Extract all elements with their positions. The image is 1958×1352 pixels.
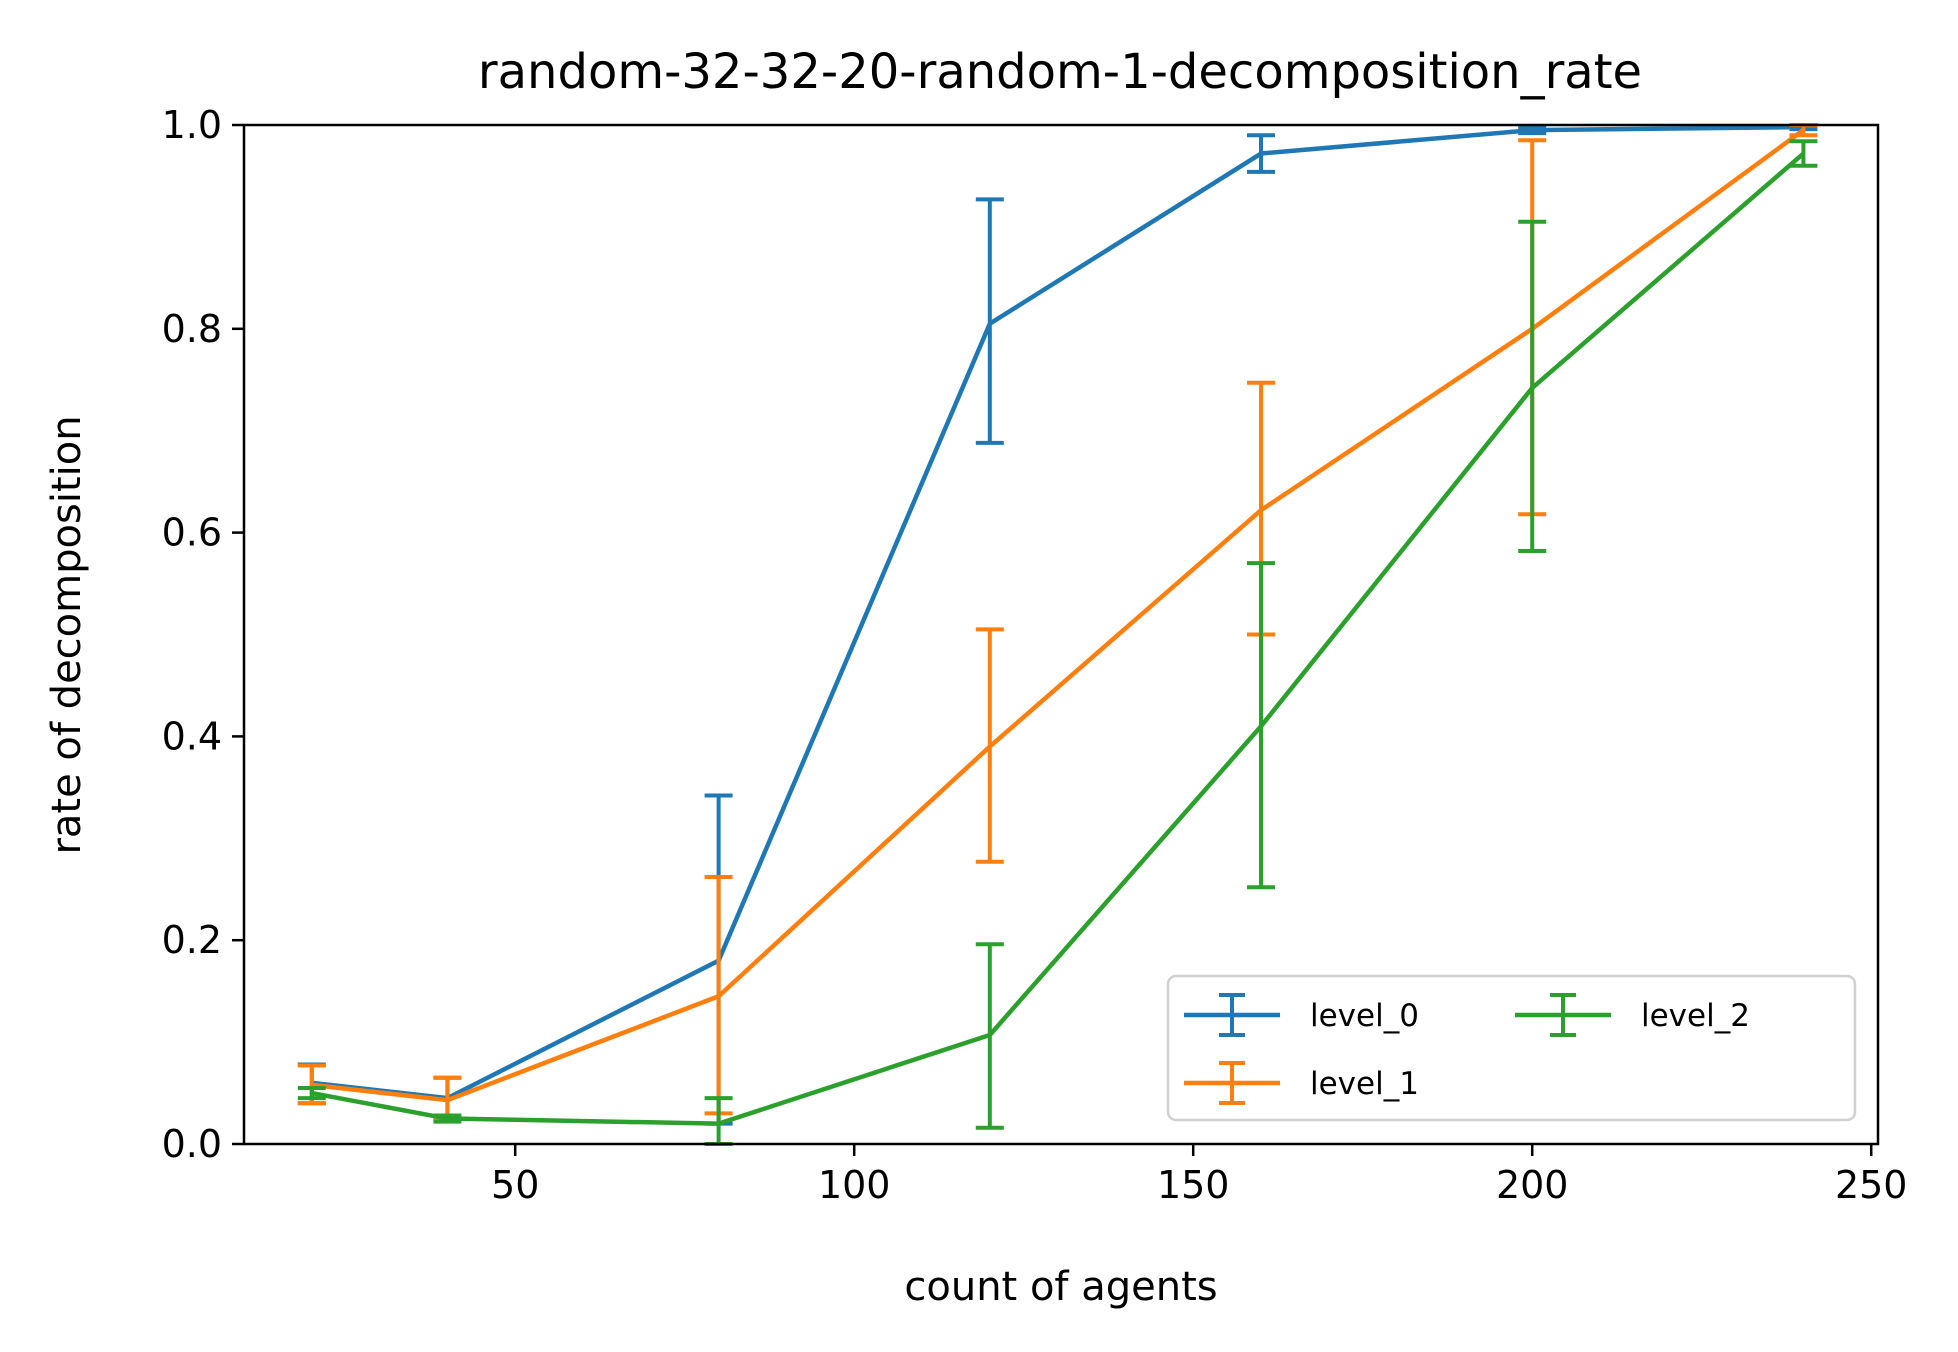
series-level_2 <box>297 139 1818 1146</box>
legend-frame <box>1166 974 1857 1122</box>
y-tick-label: 0.6 <box>162 511 222 555</box>
legend-label: level_0 <box>1310 998 1419 1034</box>
legend-item-level_1: level_1 <box>1184 1061 1419 1105</box>
plot-background <box>244 125 1878 1144</box>
series-line-level_2 <box>311 151 1805 1126</box>
legend-label: level_2 <box>1641 998 1750 1034</box>
plot-frame <box>242 123 1880 1146</box>
y-tick-label: 0.8 <box>162 307 222 351</box>
chart-title: random-32-32-20-random-1-decomposition_r… <box>478 44 1642 100</box>
y-axis-label: rate of decomposition <box>44 415 90 854</box>
legend-items: level_0 level_1 level_2 <box>1184 993 1750 1105</box>
y-tick-label: 0.2 <box>162 918 222 962</box>
x-tick-label: 150 <box>1157 1163 1230 1207</box>
legend: level_0 level_1 level_2 <box>1166 974 1857 1122</box>
x-tick-label: 100 <box>818 1163 891 1207</box>
legend-label: level_1 <box>1310 1066 1419 1102</box>
legend-item-level_2: level_2 <box>1515 993 1750 1037</box>
x-tick-label: 250 <box>1835 1163 1908 1207</box>
plot-area <box>242 123 1880 1146</box>
x-axis: 50 100 150 200 250 <box>491 1144 1907 1207</box>
y-tick-label: 0.0 <box>162 1122 222 1166</box>
legend-item-level_0: level_0 <box>1184 993 1419 1037</box>
x-tick-label: 50 <box>491 1163 539 1207</box>
x-axis-label: count of agents <box>904 1264 1217 1310</box>
y-axis: 0.0 0.2 0.4 0.6 0.8 1.0 <box>162 103 244 1166</box>
x-tick-label: 200 <box>1496 1163 1569 1207</box>
series-layer <box>297 123 1818 1146</box>
y-tick-label: 1.0 <box>162 103 222 147</box>
y-tick-label: 0.4 <box>162 714 222 758</box>
